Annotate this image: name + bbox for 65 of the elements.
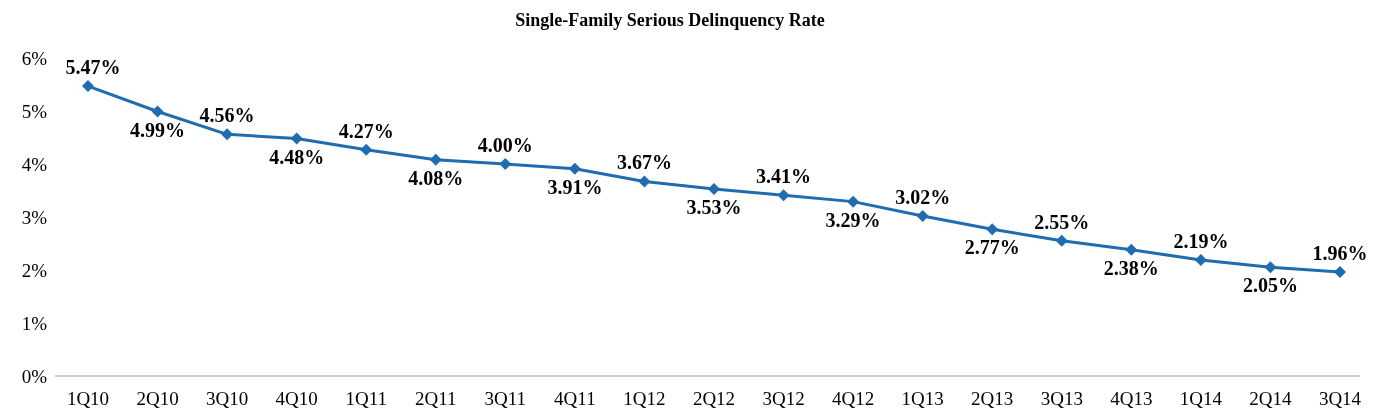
y-tick-label: 1% (21, 312, 48, 334)
x-tick-label: 4Q11 (554, 388, 596, 409)
x-tick-label: 3Q14 (1318, 388, 1362, 409)
x-tick-label: 1Q14 (1179, 388, 1223, 409)
data-label: 4.08% (408, 166, 464, 189)
point (429, 153, 442, 166)
y-tick-label: 3% (21, 206, 48, 228)
y-tick-label: 2% (21, 259, 48, 281)
point (847, 195, 860, 208)
point (499, 158, 512, 170)
data-label: 3.29% (825, 208, 881, 231)
point (82, 80, 94, 93)
data-label: 4.27% (338, 119, 394, 142)
data-label: 3.67% (616, 151, 672, 174)
data-label: 4.00% (477, 134, 533, 156)
x-tick-label: 2Q12 (692, 388, 736, 409)
data-label: 5.47% (65, 56, 121, 79)
data-label: 2.05% (1242, 274, 1298, 297)
data-label: 1.96% (1312, 242, 1368, 265)
x-tick-label: 1Q12 (623, 388, 666, 409)
x-tick-label: 2Q14 (1249, 388, 1293, 409)
x-tick-label: 2Q13 (971, 388, 1014, 409)
x-tick-label: 4Q12 (831, 388, 875, 409)
y-tick-label: 6% (21, 47, 48, 69)
data-label: 3.53% (686, 195, 742, 218)
point (290, 132, 303, 145)
point (221, 128, 234, 141)
point (1334, 266, 1346, 279)
point (360, 143, 373, 156)
data-label: 2.77% (964, 236, 1020, 259)
x-tick-label: 3Q13 (1040, 388, 1083, 409)
x-tick-label: 4Q10 (275, 388, 318, 409)
y-tick-label: 4% (21, 153, 48, 175)
x-tick-label: 3Q12 (762, 388, 805, 409)
point (916, 209, 929, 222)
point (986, 223, 999, 236)
data-label: 4.56% (199, 104, 255, 127)
data-label: 3.41% (756, 165, 812, 188)
x-tick-label: 4Q13 (1110, 388, 1153, 409)
x-tick-label: 3Q11 (484, 388, 527, 409)
data-label: 3.91% (547, 175, 603, 198)
point (1125, 243, 1138, 256)
chart-title: Single-Family Serious Delinquency Rate (515, 10, 825, 30)
y-tick-label: 5% (21, 100, 48, 122)
data-label: 4.99% (130, 118, 186, 141)
point (708, 182, 720, 195)
point (1055, 234, 1068, 247)
x-tick-label: 1Q13 (901, 388, 944, 409)
data-label: 2.38% (1103, 256, 1159, 279)
data-label: 4.48% (269, 145, 325, 168)
point (1264, 261, 1277, 274)
x-tick-label: 3Q10 (205, 388, 249, 409)
point (568, 162, 581, 175)
point (638, 175, 651, 188)
data-label: 2.55% (1034, 210, 1090, 233)
data-label: 2.19% (1173, 229, 1229, 252)
y-tick-label: 0% (21, 365, 48, 387)
x-tick-label: 1Q11 (345, 388, 387, 409)
data-label: 3.02% (895, 185, 951, 208)
point (777, 189, 790, 202)
point (1194, 253, 1207, 266)
point (151, 105, 164, 118)
x-tick-label: 2Q11 (415, 388, 457, 409)
x-tick-label: 2Q10 (136, 388, 179, 409)
x-tick-label: 1Q10 (66, 388, 110, 409)
